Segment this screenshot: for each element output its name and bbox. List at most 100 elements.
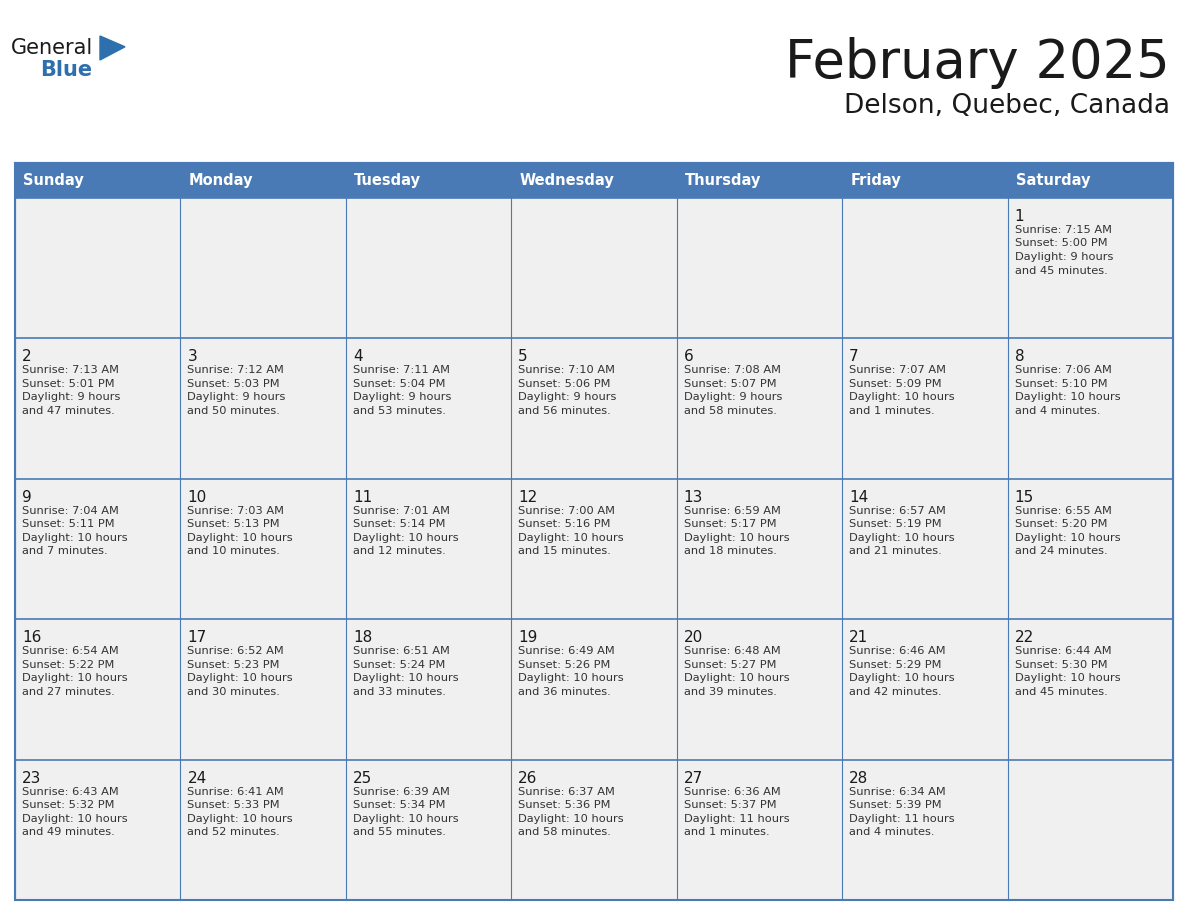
Text: 3: 3	[188, 350, 197, 364]
Text: and 24 minutes.: and 24 minutes.	[1015, 546, 1107, 556]
Text: Daylight: 10 hours: Daylight: 10 hours	[518, 532, 624, 543]
Text: 1: 1	[1015, 209, 1024, 224]
Text: and 33 minutes.: and 33 minutes.	[353, 687, 446, 697]
Text: Sunset: 5:32 PM: Sunset: 5:32 PM	[23, 800, 114, 810]
Text: Sunset: 5:30 PM: Sunset: 5:30 PM	[1015, 660, 1107, 670]
Text: Sunset: 5:06 PM: Sunset: 5:06 PM	[518, 379, 611, 389]
Text: 21: 21	[849, 630, 868, 645]
Text: Sunrise: 7:11 AM: Sunrise: 7:11 AM	[353, 365, 450, 375]
Text: 14: 14	[849, 490, 868, 505]
Text: Daylight: 10 hours: Daylight: 10 hours	[23, 813, 127, 823]
Text: 20: 20	[684, 630, 703, 645]
Text: Sunrise: 6:55 AM: Sunrise: 6:55 AM	[1015, 506, 1112, 516]
Text: Sunrise: 6:59 AM: Sunrise: 6:59 AM	[684, 506, 781, 516]
Text: Daylight: 10 hours: Daylight: 10 hours	[684, 673, 789, 683]
Bar	[1007, 163, 1173, 198]
Text: and 47 minutes.: and 47 minutes.	[23, 406, 115, 416]
Text: and 50 minutes.: and 50 minutes.	[188, 406, 280, 416]
Text: 23: 23	[23, 770, 42, 786]
Text: Sunset: 5:01 PM: Sunset: 5:01 PM	[23, 379, 114, 389]
Text: Thursday: Thursday	[684, 173, 762, 188]
Bar	[842, 479, 1007, 620]
Text: Sunset: 5:22 PM: Sunset: 5:22 PM	[23, 660, 114, 670]
Bar	[15, 759, 181, 900]
Text: Daylight: 9 hours: Daylight: 9 hours	[1015, 252, 1113, 262]
Text: Sunrise: 6:44 AM: Sunrise: 6:44 AM	[1015, 646, 1111, 656]
Text: 19: 19	[518, 630, 538, 645]
Text: 15: 15	[1015, 490, 1034, 505]
Text: and 55 minutes.: and 55 minutes.	[353, 827, 446, 837]
Text: 2: 2	[23, 350, 32, 364]
Bar	[1007, 620, 1173, 759]
Text: Sunrise: 6:48 AM: Sunrise: 6:48 AM	[684, 646, 781, 656]
Text: Sunset: 5:13 PM: Sunset: 5:13 PM	[188, 520, 280, 530]
Text: Daylight: 10 hours: Daylight: 10 hours	[518, 813, 624, 823]
Text: Daylight: 9 hours: Daylight: 9 hours	[684, 392, 782, 402]
Text: Daylight: 10 hours: Daylight: 10 hours	[684, 532, 789, 543]
Bar	[511, 339, 677, 479]
Bar	[842, 620, 1007, 759]
Bar	[677, 198, 842, 339]
Text: and 36 minutes.: and 36 minutes.	[518, 687, 611, 697]
Text: Sunset: 5:10 PM: Sunset: 5:10 PM	[1015, 379, 1107, 389]
Text: Sunset: 5:36 PM: Sunset: 5:36 PM	[518, 800, 611, 810]
Text: and 1 minutes.: and 1 minutes.	[684, 827, 770, 837]
Text: Daylight: 10 hours: Daylight: 10 hours	[188, 673, 293, 683]
Text: Sunrise: 7:13 AM: Sunrise: 7:13 AM	[23, 365, 119, 375]
Bar	[677, 479, 842, 620]
Text: 8: 8	[1015, 350, 1024, 364]
Bar	[511, 198, 677, 339]
Bar	[842, 759, 1007, 900]
Text: Sunset: 5:33 PM: Sunset: 5:33 PM	[188, 800, 280, 810]
Text: and 39 minutes.: and 39 minutes.	[684, 687, 777, 697]
Text: Sunrise: 6:52 AM: Sunrise: 6:52 AM	[188, 646, 284, 656]
Text: Delson, Quebec, Canada: Delson, Quebec, Canada	[843, 93, 1170, 119]
Text: 28: 28	[849, 770, 868, 786]
Text: Sunset: 5:29 PM: Sunset: 5:29 PM	[849, 660, 942, 670]
Text: Daylight: 10 hours: Daylight: 10 hours	[353, 673, 459, 683]
Bar	[511, 479, 677, 620]
Text: Daylight: 10 hours: Daylight: 10 hours	[23, 532, 127, 543]
Text: Sunset: 5:37 PM: Sunset: 5:37 PM	[684, 800, 776, 810]
Bar	[15, 163, 1173, 900]
Text: Sunset: 5:19 PM: Sunset: 5:19 PM	[849, 520, 942, 530]
Text: Daylight: 9 hours: Daylight: 9 hours	[518, 392, 617, 402]
Text: Daylight: 10 hours: Daylight: 10 hours	[23, 673, 127, 683]
Text: Daylight: 10 hours: Daylight: 10 hours	[849, 392, 955, 402]
Bar	[181, 163, 346, 198]
Text: and 58 minutes.: and 58 minutes.	[684, 406, 777, 416]
Text: and 1 minutes.: and 1 minutes.	[849, 406, 935, 416]
Text: and 4 minutes.: and 4 minutes.	[1015, 406, 1100, 416]
Bar	[677, 163, 842, 198]
Bar	[346, 620, 511, 759]
Bar	[181, 198, 346, 339]
Text: Sunset: 5:07 PM: Sunset: 5:07 PM	[684, 379, 776, 389]
Text: Daylight: 10 hours: Daylight: 10 hours	[1015, 532, 1120, 543]
Text: Sunset: 5:16 PM: Sunset: 5:16 PM	[518, 520, 611, 530]
Bar	[346, 163, 511, 198]
Bar	[677, 620, 842, 759]
Text: Sunset: 5:14 PM: Sunset: 5:14 PM	[353, 520, 446, 530]
Text: and 10 minutes.: and 10 minutes.	[188, 546, 280, 556]
Text: Daylight: 11 hours: Daylight: 11 hours	[684, 813, 789, 823]
Text: Sunset: 5:23 PM: Sunset: 5:23 PM	[188, 660, 280, 670]
Text: Tuesday: Tuesday	[354, 173, 421, 188]
Text: Sunrise: 6:57 AM: Sunrise: 6:57 AM	[849, 506, 946, 516]
Text: and 56 minutes.: and 56 minutes.	[518, 406, 611, 416]
Text: Sunset: 5:24 PM: Sunset: 5:24 PM	[353, 660, 446, 670]
Text: and 58 minutes.: and 58 minutes.	[518, 827, 611, 837]
Text: Sunrise: 7:12 AM: Sunrise: 7:12 AM	[188, 365, 284, 375]
Text: and 52 minutes.: and 52 minutes.	[188, 827, 280, 837]
Text: Friday: Friday	[851, 173, 901, 188]
Text: Daylight: 10 hours: Daylight: 10 hours	[188, 532, 293, 543]
Bar	[677, 759, 842, 900]
Text: Sunset: 5:11 PM: Sunset: 5:11 PM	[23, 520, 114, 530]
Text: Sunrise: 6:36 AM: Sunrise: 6:36 AM	[684, 787, 781, 797]
Text: and 53 minutes.: and 53 minutes.	[353, 406, 446, 416]
Text: Sunrise: 6:34 AM: Sunrise: 6:34 AM	[849, 787, 946, 797]
Text: Sunrise: 7:01 AM: Sunrise: 7:01 AM	[353, 506, 450, 516]
Text: 17: 17	[188, 630, 207, 645]
Text: 6: 6	[684, 350, 694, 364]
Text: 13: 13	[684, 490, 703, 505]
Text: Sunset: 5:04 PM: Sunset: 5:04 PM	[353, 379, 446, 389]
